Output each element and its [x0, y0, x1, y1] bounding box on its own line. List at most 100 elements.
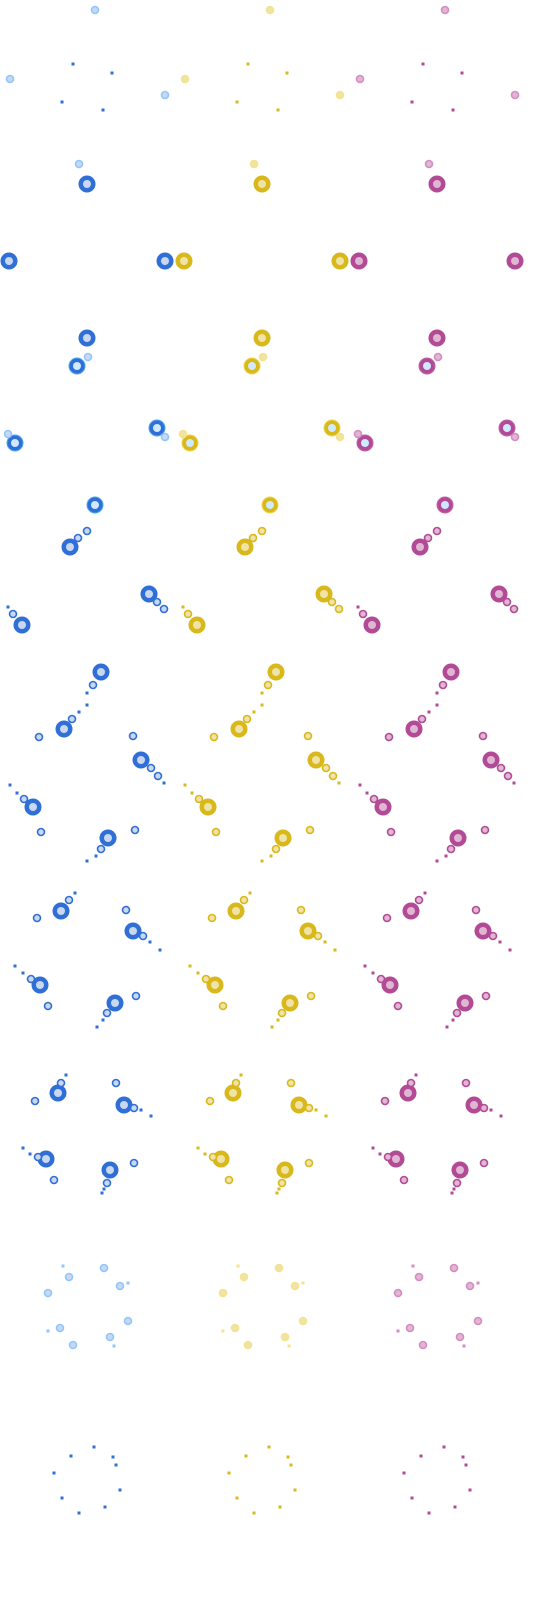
particle-dot — [85, 859, 89, 863]
particle-dot — [196, 971, 200, 975]
particle-orb-core — [73, 362, 81, 370]
particle-small — [257, 526, 267, 536]
particle-small — [384, 732, 394, 742]
particle-small — [249, 159, 259, 169]
particle-orb-core — [106, 1166, 114, 1174]
particle-orb-core — [286, 999, 294, 1007]
particle-dot — [196, 1146, 200, 1150]
particle-small — [183, 609, 193, 619]
particle-small — [481, 991, 491, 1001]
particle-dot — [371, 971, 375, 975]
particle-orb-core — [495, 590, 503, 598]
particle-small — [3, 429, 13, 439]
particle-orb-core — [57, 907, 65, 915]
particle-dot — [15, 791, 19, 795]
particle-dot — [85, 691, 89, 695]
particle-dot — [60, 100, 64, 104]
particle-small — [399, 1175, 409, 1185]
particle-dot — [252, 710, 256, 714]
particle-orb-core — [241, 543, 249, 551]
particle-orb-core — [5, 257, 13, 265]
particle-small — [73, 533, 83, 543]
particle-small — [263, 680, 273, 690]
particle-orb-core — [204, 803, 212, 811]
particle-small — [382, 913, 392, 923]
particle-small — [129, 1103, 139, 1113]
particle-small — [509, 604, 519, 614]
particle-small — [160, 432, 170, 442]
particle-dot — [421, 62, 425, 66]
particle-orb-core — [312, 756, 320, 764]
particle-dot — [236, 1264, 240, 1268]
particle-dot — [286, 1455, 290, 1459]
particle-small — [74, 159, 84, 169]
particle-orb-core — [186, 439, 194, 447]
particle-dot — [427, 1511, 431, 1515]
particle-orb-core — [193, 621, 201, 629]
particle-small — [510, 90, 520, 100]
particle-dot — [267, 1445, 271, 1449]
particle-small — [280, 1332, 290, 1342]
particle-dot — [276, 108, 280, 112]
particle-small — [406, 1078, 416, 1088]
particle-small — [180, 74, 190, 84]
particle-dot — [324, 1114, 328, 1118]
particle-dot — [423, 891, 427, 895]
particle-small — [418, 1340, 428, 1350]
particle-dot — [358, 783, 362, 787]
particle-dot — [314, 1108, 318, 1112]
particle-dot — [287, 1344, 291, 1348]
particle-orb-core — [232, 907, 240, 915]
particle-small — [277, 1178, 287, 1188]
particle-small — [503, 771, 513, 781]
particle-dot — [451, 1018, 455, 1022]
particle-dot — [499, 1114, 503, 1118]
particle-orb-core — [111, 999, 119, 1007]
particle-orb-core — [355, 257, 363, 265]
particle-small — [328, 771, 338, 781]
particle-orb-core — [229, 1089, 237, 1097]
particle-small — [90, 5, 100, 15]
particle-dot — [371, 1146, 375, 1150]
particle-dot — [468, 1488, 472, 1492]
particle-small — [380, 1096, 390, 1106]
particle-small — [218, 1001, 228, 1011]
particle-small — [131, 991, 141, 1001]
particle-dot — [442, 1445, 446, 1449]
particle-dot — [411, 1264, 415, 1268]
particle-small — [383, 1152, 393, 1162]
particle-orb-core — [447, 668, 455, 676]
particle-small — [479, 1103, 489, 1113]
particle-dot — [508, 948, 512, 952]
particle-small — [82, 526, 92, 536]
particle-orb-core — [248, 362, 256, 370]
particle-small — [465, 1281, 475, 1291]
particle-small — [152, 597, 162, 607]
particle-small — [159, 604, 169, 614]
particle-small — [99, 1263, 109, 1273]
particle-small — [258, 352, 268, 362]
particle-dot — [92, 1445, 96, 1449]
particle-dot — [118, 1488, 122, 1492]
particle-orb-core — [392, 1155, 400, 1163]
particle-orb-core — [361, 439, 369, 447]
particle-small — [446, 844, 456, 854]
particle-dot — [402, 1471, 406, 1475]
particle-orb-core — [295, 1101, 303, 1109]
particle-orb-core — [145, 590, 153, 598]
particle-dot — [6, 605, 10, 609]
particle-dot — [8, 783, 12, 787]
particle-small — [473, 1316, 483, 1326]
particle-small — [334, 604, 344, 614]
particle-small — [274, 1263, 284, 1273]
particle-dot — [95, 1025, 99, 1029]
particle-small — [327, 597, 337, 607]
particle-dot — [21, 971, 25, 975]
particle-orb-core — [320, 590, 328, 598]
particle-dot — [103, 1505, 107, 1509]
particle-small — [43, 1288, 53, 1298]
particle-dot — [363, 964, 367, 968]
particle-small — [455, 1332, 465, 1342]
particle-small — [335, 432, 345, 442]
particle-small — [209, 732, 219, 742]
